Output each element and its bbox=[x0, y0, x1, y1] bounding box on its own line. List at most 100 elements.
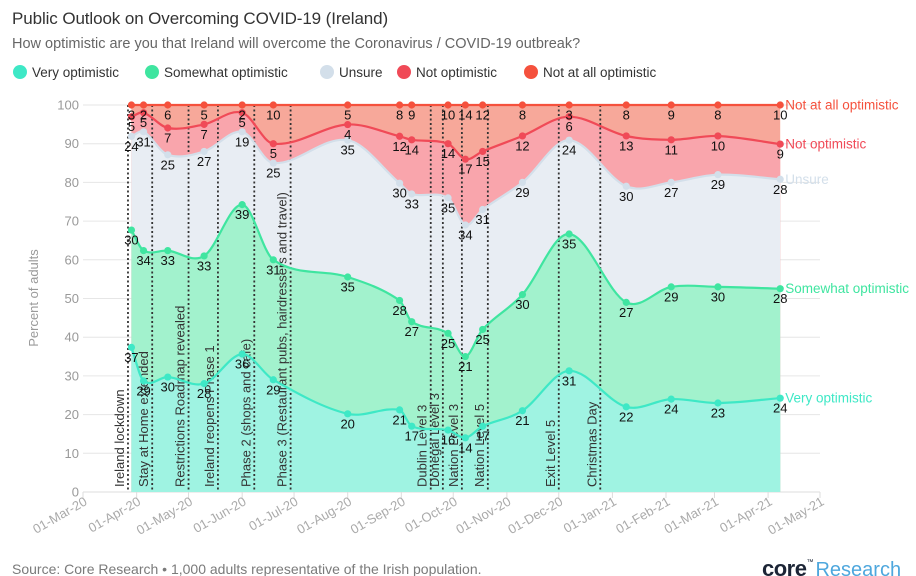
data-label-unsure: 33 bbox=[404, 197, 418, 212]
point-very-optimistic bbox=[461, 434, 469, 442]
point-unsure bbox=[622, 182, 630, 190]
data-label-not-optimistic: 12 bbox=[515, 138, 529, 153]
point-not-at-all-optimistic bbox=[408, 101, 416, 109]
data-label-unsure: 30 bbox=[619, 189, 633, 204]
legend-item-unsure[interactable]: Unsure bbox=[320, 64, 383, 80]
data-label-very-optimistic: 14 bbox=[458, 440, 472, 455]
point-very-optimistic bbox=[344, 410, 352, 418]
y-tick-label: 40 bbox=[65, 330, 79, 345]
data-label-very-optimistic: 17 bbox=[475, 429, 489, 444]
legend-label: Somewhat optimistic bbox=[164, 64, 288, 80]
point-very-optimistic bbox=[565, 367, 573, 375]
data-label-somewhat-optimistic: 33 bbox=[197, 258, 211, 273]
point-not-at-all-optimistic bbox=[776, 101, 784, 109]
point-not-at-all-optimistic bbox=[714, 101, 722, 109]
point-unsure bbox=[408, 190, 416, 198]
data-label-very-optimistic: 36 bbox=[235, 357, 249, 372]
point-not-at-all-optimistic bbox=[238, 101, 246, 109]
data-label-unsure: 25 bbox=[161, 157, 175, 172]
point-very-optimistic bbox=[479, 422, 487, 430]
y-tick-label: 60 bbox=[65, 252, 79, 267]
point-not-optimistic bbox=[395, 132, 404, 140]
data-label-somewhat-optimistic: 25 bbox=[441, 336, 455, 351]
x-tick-label: 01-Sep-20 bbox=[348, 494, 408, 537]
data-label-not-optimistic: 14 bbox=[441, 146, 455, 161]
data-label-very-optimistic: 31 bbox=[562, 373, 576, 388]
event-label: Donegal Level 3 bbox=[427, 393, 442, 487]
legend-item-not-optimistic[interactable]: Not optimistic bbox=[397, 64, 497, 80]
point-somewhat-optimistic bbox=[518, 291, 527, 299]
point-unsure bbox=[565, 136, 573, 144]
point-not-at-all-optimistic bbox=[269, 101, 277, 109]
y-tick-label: 50 bbox=[65, 291, 79, 306]
point-not-optimistic bbox=[127, 113, 136, 121]
data-label-unsure: 31 bbox=[136, 134, 150, 149]
x-tick-label: 01-Oct-20 bbox=[402, 494, 460, 536]
x-tick-label: 01-Feb-21 bbox=[613, 494, 672, 537]
y-axis-title: Percent of adults bbox=[26, 249, 41, 347]
point-not-optimistic bbox=[200, 120, 208, 128]
data-label-not-at-all-optimistic: 8 bbox=[519, 108, 526, 123]
point-not-optimistic bbox=[269, 140, 277, 148]
data-label-somewhat-optimistic: 35 bbox=[340, 280, 354, 295]
data-label-not-at-all-optimistic: 10 bbox=[773, 108, 787, 123]
end-label-not-optimistic: Not optimistic bbox=[785, 137, 866, 152]
point-somewhat-optimistic bbox=[479, 325, 487, 334]
end-label-not-at-all-optimistic: Not at all optimistic bbox=[785, 98, 899, 113]
chart-subtitle: How optimistic are you that Ireland will… bbox=[12, 36, 581, 52]
data-label-not-at-all-optimistic: 3 bbox=[566, 108, 573, 123]
x-tick-label: 01-Apr-20 bbox=[86, 494, 144, 536]
point-not-optimistic bbox=[667, 136, 675, 144]
point-somewhat-optimistic bbox=[776, 285, 784, 293]
point-unsure bbox=[518, 178, 527, 186]
legend-label: Not optimistic bbox=[416, 64, 498, 80]
data-label-somewhat-optimistic: 34 bbox=[136, 253, 150, 268]
data-label-unsure: 29 bbox=[515, 185, 529, 200]
point-unsure bbox=[395, 179, 404, 187]
point-very-optimistic bbox=[444, 426, 452, 434]
data-label-not-optimistic: 15 bbox=[475, 154, 489, 169]
data-label-not-at-all-optimistic: 8 bbox=[714, 108, 721, 123]
data-label-very-optimistic: 21 bbox=[515, 413, 529, 428]
point-unsure bbox=[200, 147, 208, 156]
data-label-not-optimistic: 5 bbox=[140, 115, 147, 130]
data-label-unsure: 25 bbox=[266, 166, 280, 181]
area-very-optimistic bbox=[131, 347, 781, 492]
legend-item-not-at-all-optimistic[interactable]: Not at all optimistic bbox=[524, 64, 656, 80]
data-label-very-optimistic: 17 bbox=[404, 429, 418, 444]
data-label-somewhat-optimistic: 30 bbox=[711, 289, 725, 304]
point-not-optimistic bbox=[622, 132, 630, 140]
legend-marker-icon bbox=[397, 65, 411, 79]
data-label-not-at-all-optimistic: 2 bbox=[140, 108, 147, 123]
point-somewhat-optimistic bbox=[667, 283, 675, 291]
data-label-unsure: 34 bbox=[458, 227, 472, 242]
legend-item-somewhat-optimistic[interactable]: Somewhat optimistic bbox=[145, 64, 288, 80]
data-label-somewhat-optimistic: 31 bbox=[266, 262, 280, 277]
point-not-optimistic bbox=[238, 109, 246, 117]
data-label-unsure: 29 bbox=[711, 177, 725, 192]
logo-suffix: Research bbox=[815, 559, 902, 576]
point-not-optimistic bbox=[444, 140, 452, 148]
data-label-not-optimistic: 11 bbox=[664, 142, 678, 157]
legend-label: Not at all optimistic bbox=[543, 64, 657, 80]
data-label-very-optimistic: 28 bbox=[197, 386, 211, 401]
data-label-unsure: 24 bbox=[124, 139, 138, 154]
point-somewhat-optimistic bbox=[344, 273, 352, 281]
data-label-unsure: 27 bbox=[197, 154, 211, 169]
series-areas bbox=[131, 105, 781, 492]
data-label-somewhat-optimistic: 29 bbox=[664, 289, 678, 304]
data-label-somewhat-optimistic: 25 bbox=[475, 332, 489, 347]
x-tick-label: 01-Jul-20 bbox=[246, 494, 300, 534]
legend-item-very-optimistic[interactable]: Very optimistic bbox=[13, 64, 119, 80]
event-label: Stay at Home extended bbox=[136, 351, 151, 487]
data-label-very-optimistic: 16 bbox=[441, 433, 455, 448]
event-label: Exit Level 5 bbox=[543, 420, 558, 487]
x-tick-label: 01-May-20 bbox=[134, 494, 195, 538]
data-label-not-optimistic: 17 bbox=[458, 162, 472, 177]
data-label-not-at-all-optimistic: 5 bbox=[344, 108, 351, 123]
data-label-not-optimistic: 5 bbox=[270, 146, 277, 161]
point-unsure bbox=[714, 171, 722, 179]
point-not-at-all-optimistic bbox=[461, 101, 469, 109]
point-not-at-all-optimistic bbox=[622, 101, 630, 109]
point-somewhat-optimistic bbox=[139, 247, 148, 255]
